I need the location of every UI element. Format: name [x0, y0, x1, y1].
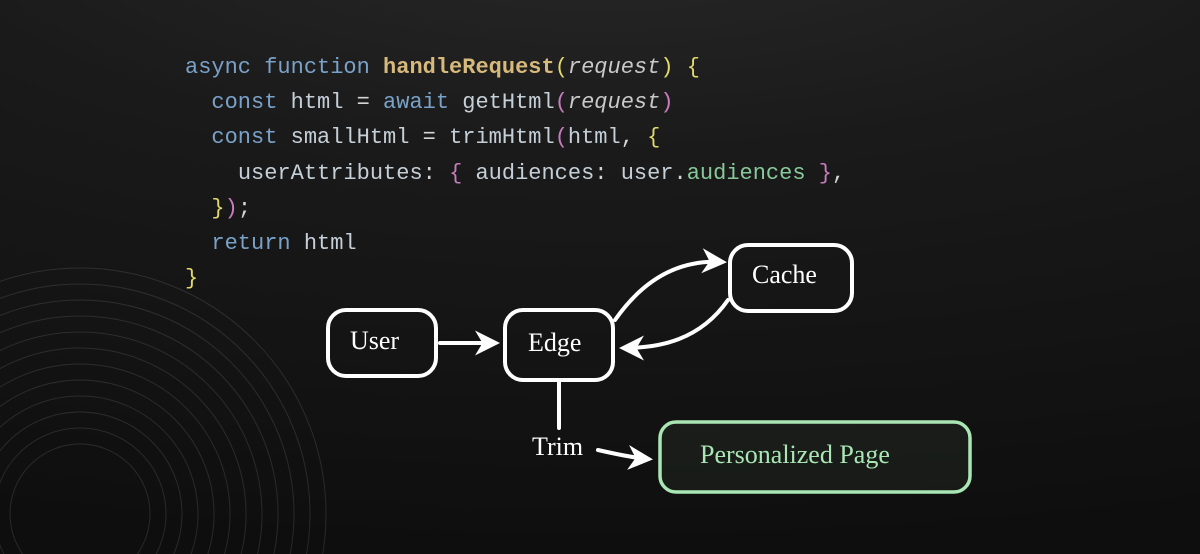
- code-block: async function handleRequest(request) { …: [185, 50, 845, 296]
- label-result: Personalized Page: [700, 440, 890, 470]
- label-user: User: [350, 326, 399, 356]
- label-trim: Trim: [532, 432, 583, 462]
- arrow-cache-edge: [624, 300, 728, 348]
- kw-async: async: [185, 55, 251, 80]
- arrow-trim-result: [598, 450, 648, 459]
- decor-rings: [0, 254, 340, 554]
- label-edge: Edge: [528, 328, 581, 358]
- kw-function: function: [264, 55, 370, 80]
- fn-name: handleRequest: [383, 55, 555, 80]
- label-cache: Cache: [752, 260, 817, 290]
- param-request: request: [568, 55, 660, 80]
